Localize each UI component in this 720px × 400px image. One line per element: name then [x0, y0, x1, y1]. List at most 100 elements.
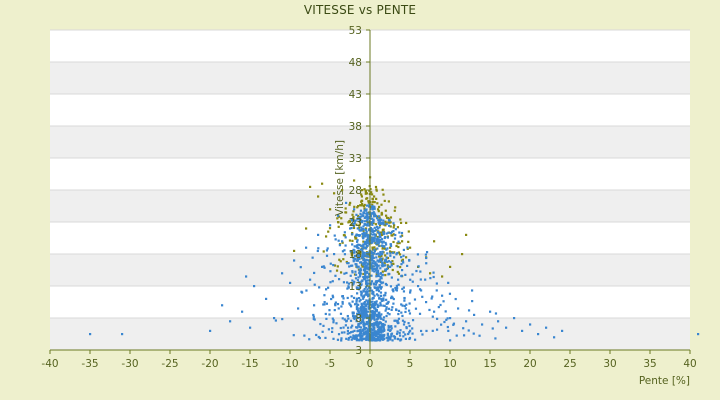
- data-point: [433, 240, 436, 243]
- data-point: [365, 240, 368, 243]
- data-point: [345, 271, 348, 275]
- data-point: [358, 300, 361, 303]
- data-point: [369, 318, 372, 321]
- data-point: [355, 305, 358, 309]
- data-point: [363, 223, 366, 226]
- data-point: [366, 204, 369, 207]
- data-point: [357, 257, 360, 261]
- data-point: [329, 270, 332, 273]
- data-point: [379, 258, 382, 262]
- data-point: [348, 331, 351, 335]
- x-tick-label: -10: [281, 358, 298, 370]
- data-point: [344, 324, 347, 327]
- data-point: [363, 333, 366, 336]
- data-point: [380, 337, 383, 340]
- data-point: [399, 218, 402, 221]
- data-point: [368, 272, 371, 276]
- data-point: [366, 233, 369, 237]
- data-point: [360, 294, 363, 297]
- data-point: [381, 299, 384, 302]
- data-point: [359, 252, 362, 255]
- data-point: [332, 321, 335, 324]
- data-point: [366, 323, 369, 326]
- data-point: [346, 332, 349, 335]
- data-point: [371, 239, 374, 242]
- data-point: [348, 302, 351, 305]
- data-point: [395, 289, 399, 292]
- data-point: [375, 289, 378, 292]
- data-point: [481, 323, 484, 326]
- data-point: [365, 230, 368, 233]
- data-point: [369, 327, 373, 330]
- data-point: [361, 189, 364, 192]
- data-point: [378, 216, 381, 219]
- data-point: [362, 237, 365, 240]
- data-point: [421, 333, 424, 336]
- data-point: [341, 240, 344, 243]
- data-point: [356, 227, 359, 230]
- data-point: [447, 281, 450, 284]
- data-point: [441, 275, 444, 278]
- data-point: [379, 252, 382, 255]
- data-point: [374, 262, 377, 265]
- data-point: [397, 312, 400, 316]
- data-point: [364, 286, 368, 289]
- data-point: [371, 269, 374, 272]
- data-point: [345, 201, 348, 204]
- data-point: [387, 300, 390, 304]
- data-point: [384, 320, 387, 323]
- data-point: [372, 293, 375, 296]
- data-point: [355, 244, 359, 247]
- data-point: [347, 282, 350, 285]
- data-point: [394, 228, 397, 231]
- data-point: [418, 312, 422, 315]
- data-point: [408, 258, 411, 262]
- data-point: [377, 244, 381, 247]
- data-point: [376, 335, 379, 339]
- data-point: [375, 188, 378, 191]
- data-point: [363, 266, 366, 269]
- x-tick-label: 35: [643, 358, 656, 370]
- data-point: [378, 335, 381, 338]
- data-point: [317, 335, 320, 339]
- data-point: [357, 234, 360, 237]
- data-point: [373, 312, 377, 315]
- data-point: [373, 240, 376, 243]
- data-point: [377, 222, 381, 225]
- data-point: [380, 257, 383, 260]
- data-point: [362, 225, 365, 228]
- data-point: [371, 315, 374, 318]
- data-point: [393, 209, 396, 212]
- data-point: [364, 279, 368, 283]
- data-point: [221, 304, 224, 307]
- data-point: [431, 329, 434, 332]
- data-point: [462, 327, 465, 330]
- data-point: [470, 289, 474, 292]
- data-point: [388, 221, 391, 224]
- data-point: [355, 302, 358, 305]
- data-point: [360, 292, 363, 295]
- data-point: [351, 330, 354, 333]
- data-point: [372, 218, 375, 222]
- data-point: [367, 333, 370, 336]
- data-point: [361, 248, 364, 251]
- data-point: [352, 210, 355, 213]
- data-point: [358, 275, 362, 278]
- data-point: [322, 303, 325, 306]
- data-point: [313, 271, 316, 275]
- data-point: [362, 331, 366, 335]
- data-point: [401, 319, 405, 322]
- data-point: [370, 265, 373, 268]
- data-point: [351, 271, 354, 274]
- data-point: [371, 246, 374, 249]
- data-point: [369, 323, 373, 326]
- data-point: [359, 330, 363, 334]
- data-point: [341, 302, 344, 305]
- x-tick-label: 20: [523, 358, 536, 370]
- data-point: [359, 283, 363, 286]
- data-point: [359, 332, 363, 335]
- data-point: [370, 311, 373, 314]
- data-point: [419, 278, 422, 281]
- data-point: [369, 239, 373, 242]
- data-point: [361, 334, 364, 337]
